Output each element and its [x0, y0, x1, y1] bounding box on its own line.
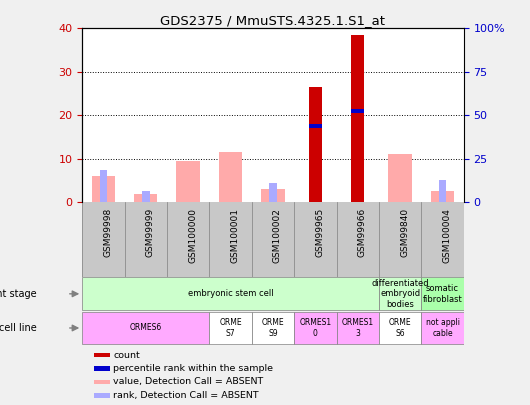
- Text: cell line: cell line: [0, 323, 37, 333]
- Text: embryonic stem cell: embryonic stem cell: [188, 289, 273, 298]
- Text: percentile rank within the sample: percentile rank within the sample: [113, 364, 273, 373]
- Bar: [269, 183, 277, 202]
- Bar: [94, 393, 110, 398]
- Bar: [94, 366, 110, 371]
- Text: GSM99999: GSM99999: [146, 208, 155, 258]
- Text: ORME
S6: ORME S6: [389, 318, 411, 338]
- Bar: [337, 311, 379, 344]
- Bar: [294, 311, 337, 344]
- Text: GSM99966: GSM99966: [358, 208, 367, 258]
- Bar: [379, 311, 421, 344]
- Text: development stage: development stage: [0, 289, 37, 299]
- Bar: [209, 311, 252, 344]
- Text: value, Detection Call = ABSENT: value, Detection Call = ABSENT: [113, 377, 264, 386]
- Bar: [142, 191, 149, 202]
- Bar: [388, 154, 412, 202]
- Text: somatic
fibroblast: somatic fibroblast: [423, 284, 462, 303]
- Bar: [134, 194, 157, 202]
- Text: GSM100004: GSM100004: [443, 208, 452, 263]
- Bar: [351, 35, 364, 202]
- Bar: [82, 311, 209, 344]
- Text: count: count: [113, 351, 140, 360]
- Bar: [421, 311, 464, 344]
- Bar: [176, 161, 200, 202]
- Bar: [82, 277, 379, 310]
- Bar: [421, 277, 464, 310]
- Bar: [379, 277, 421, 310]
- Bar: [309, 87, 322, 202]
- Title: GDS2375 / MmuSTS.4325.1.S1_at: GDS2375 / MmuSTS.4325.1.S1_at: [161, 14, 385, 27]
- Bar: [261, 189, 285, 202]
- Bar: [252, 311, 294, 344]
- Text: GSM100002: GSM100002: [273, 208, 282, 263]
- Text: ORME
S7: ORME S7: [219, 318, 242, 338]
- Text: not appli
cable: not appli cable: [426, 318, 460, 338]
- Bar: [309, 124, 322, 128]
- Text: ORMES1
3: ORMES1 3: [342, 318, 374, 338]
- Bar: [94, 353, 110, 357]
- Text: GSM100000: GSM100000: [188, 208, 197, 263]
- Bar: [431, 191, 454, 202]
- Text: GSM99965: GSM99965: [315, 208, 324, 258]
- Text: ORME
S9: ORME S9: [262, 318, 284, 338]
- Text: rank, Detection Call = ABSENT: rank, Detection Call = ABSENT: [113, 391, 259, 400]
- Bar: [92, 176, 115, 202]
- Bar: [100, 170, 107, 202]
- Text: ORMES1
0: ORMES1 0: [299, 318, 331, 338]
- Text: GSM99998: GSM99998: [103, 208, 112, 258]
- Bar: [351, 109, 364, 113]
- Bar: [94, 380, 110, 384]
- Text: differentiated
embryoid
bodies: differentiated embryoid bodies: [372, 279, 429, 309]
- Text: GSM100001: GSM100001: [231, 208, 240, 263]
- Text: ORMES6: ORMES6: [130, 324, 162, 333]
- Bar: [439, 181, 446, 202]
- Bar: [219, 152, 242, 202]
- Text: GSM99840: GSM99840: [400, 208, 409, 257]
